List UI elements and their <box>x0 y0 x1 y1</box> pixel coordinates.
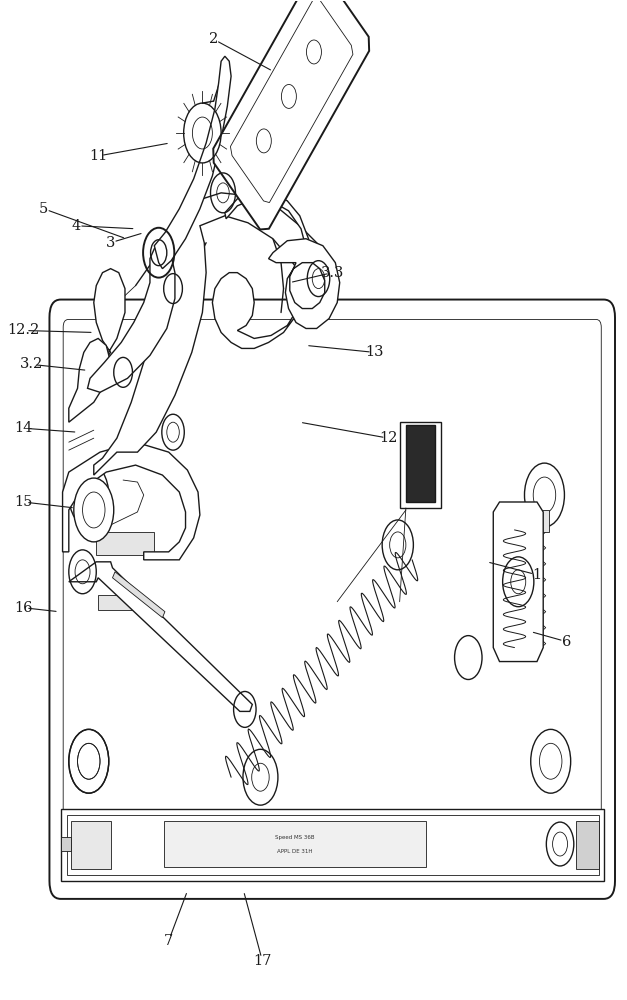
Circle shape <box>74 478 113 542</box>
Text: APPL DE 31H: APPL DE 31H <box>277 849 312 854</box>
Circle shape <box>78 477 100 513</box>
Text: 14: 14 <box>14 421 33 435</box>
Polygon shape <box>213 0 369 229</box>
Circle shape <box>69 463 108 527</box>
Polygon shape <box>69 338 110 422</box>
Circle shape <box>530 729 571 793</box>
Text: 2: 2 <box>209 32 218 46</box>
Circle shape <box>533 477 556 513</box>
Text: 11: 11 <box>89 149 107 163</box>
Polygon shape <box>406 425 435 502</box>
Polygon shape <box>164 821 426 867</box>
Polygon shape <box>71 821 110 869</box>
Circle shape <box>525 463 564 527</box>
Text: 17: 17 <box>253 954 271 968</box>
Polygon shape <box>112 572 165 618</box>
Circle shape <box>69 729 108 793</box>
Polygon shape <box>154 56 231 269</box>
Circle shape <box>78 743 100 779</box>
Text: 12: 12 <box>379 431 398 445</box>
Text: 3.3: 3.3 <box>320 266 344 280</box>
Polygon shape <box>61 837 71 851</box>
Polygon shape <box>69 562 252 711</box>
Text: 4: 4 <box>71 219 81 233</box>
Text: 16: 16 <box>14 601 33 615</box>
Text: 1: 1 <box>532 568 542 582</box>
Text: 13: 13 <box>366 345 384 359</box>
Text: Speed MS 36B: Speed MS 36B <box>275 835 315 840</box>
FancyBboxPatch shape <box>50 300 615 899</box>
Polygon shape <box>512 510 549 532</box>
Text: 5: 5 <box>40 202 48 216</box>
Text: 3.2: 3.2 <box>19 357 43 371</box>
Polygon shape <box>268 239 340 328</box>
Text: 12.2: 12.2 <box>7 323 40 337</box>
Polygon shape <box>98 595 142 610</box>
Polygon shape <box>88 246 175 392</box>
Polygon shape <box>576 821 599 869</box>
Polygon shape <box>63 442 200 560</box>
Text: 6: 6 <box>562 635 571 649</box>
Polygon shape <box>213 193 310 348</box>
Text: 15: 15 <box>14 495 33 509</box>
Polygon shape <box>94 193 331 475</box>
Polygon shape <box>88 269 125 382</box>
Polygon shape <box>61 809 604 881</box>
Text: 3: 3 <box>106 236 115 250</box>
Circle shape <box>539 743 562 779</box>
Text: 7: 7 <box>164 934 173 948</box>
Polygon shape <box>493 502 543 662</box>
Polygon shape <box>97 532 154 555</box>
Polygon shape <box>230 0 353 203</box>
